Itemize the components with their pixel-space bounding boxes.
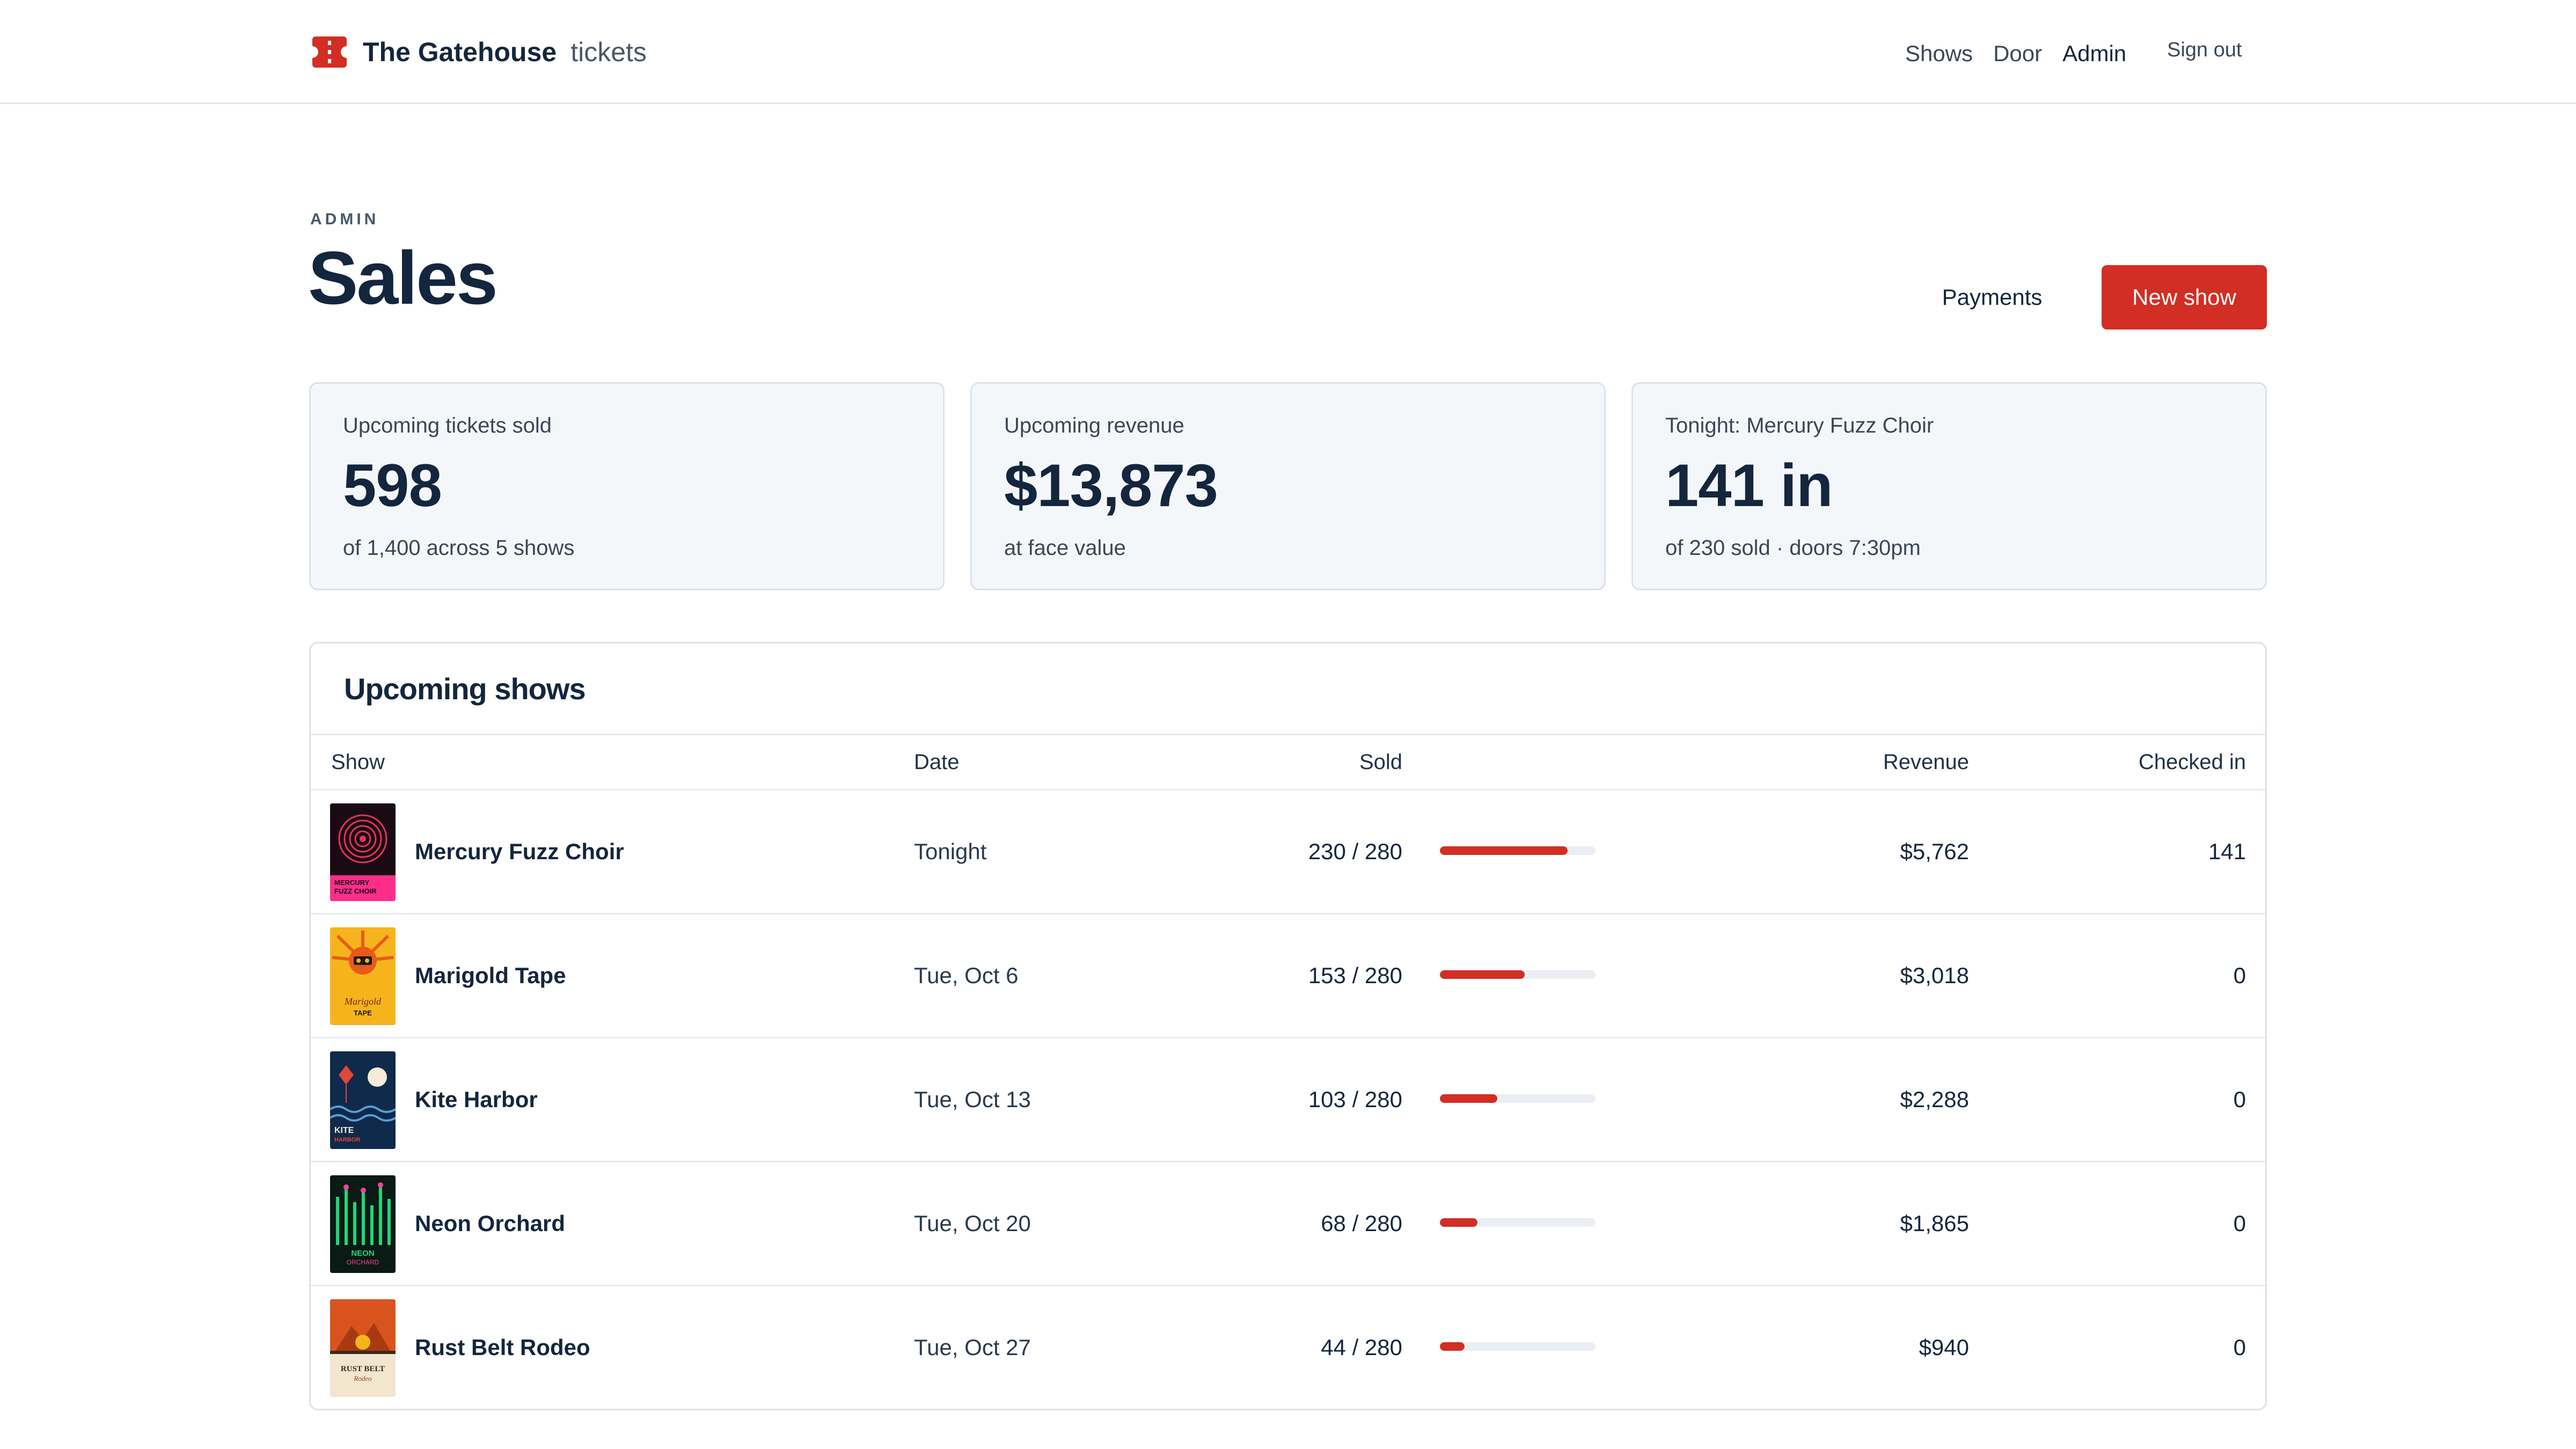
stat-sub: of 230 sold · doors 7:30pm <box>1665 536 1921 560</box>
show-date: Tue, Oct 27 <box>914 1335 1031 1360</box>
show-date: Tue, Oct 20 <box>914 1211 1031 1236</box>
sold-progress-fill <box>1440 1094 1497 1103</box>
checked-in-value: 0 <box>2233 963 2246 988</box>
sign-out-button[interactable]: Sign out <box>2167 39 2242 61</box>
sold-count: 153 / 280 <box>1308 963 1402 988</box>
table-header: Show Date Sold Revenue Checked in <box>311 734 2265 791</box>
show-poster-image: MERCURY FUZZ CHOIR <box>330 803 396 901</box>
upcoming-shows-panel: Upcoming shows Show Date Sold Revenue Ch… <box>309 642 2267 1410</box>
show-poster-image: NEON ORCHARD <box>330 1175 396 1273</box>
stat-card-tickets-sold: Upcoming tickets sold 598 of 1,400 acros… <box>309 382 945 590</box>
sold-progress-bar <box>1440 970 1596 979</box>
sold-progress-bar <box>1440 1094 1596 1103</box>
page-title: Sales <box>308 236 498 320</box>
sold-count: 103 / 280 <box>1308 1087 1402 1112</box>
table-row[interactable]: Marigold TAPE Marigold Tape Tue, Oct 6 1… <box>311 914 2265 1038</box>
poster-text-top: NEON <box>351 1249 374 1258</box>
show-date: Tue, Oct 6 <box>914 963 1019 988</box>
show-name[interactable]: Mercury Fuzz Choir <box>415 839 624 864</box>
sold-count: 68 / 280 <box>1321 1211 1402 1236</box>
show-name[interactable]: Marigold Tape <box>415 963 566 988</box>
checked-in-value: 0 <box>2233 1087 2246 1112</box>
sold-count: 44 / 280 <box>1321 1335 1402 1360</box>
sold-progress-fill <box>1440 1342 1465 1351</box>
brand-name: The Gatehouse <box>363 37 557 67</box>
panel-title: Upcoming shows <box>344 672 586 706</box>
nav-door[interactable]: Door <box>1993 41 2043 66</box>
show-date: Tonight <box>914 839 987 864</box>
column-header-sold: Sold <box>1359 750 1402 774</box>
stat-card-tonight: Tonight: Mercury Fuzz Choir 141 in of 23… <box>1631 382 2267 590</box>
new-show-button[interactable]: New show <box>2102 265 2267 330</box>
payments-button[interactable]: Payments <box>1942 284 2043 310</box>
poster-text-bottom: HARBOR <box>334 1137 360 1143</box>
stat-value: 141 in <box>1665 452 1833 519</box>
poster-text-top: RUST BELT <box>341 1365 385 1373</box>
sold-progress-fill <box>1440 1218 1478 1227</box>
brand-sub: tickets <box>570 37 647 67</box>
show-poster-image: RUST BELT Rodeo <box>330 1299 396 1397</box>
show-name[interactable]: Rust Belt Rodeo <box>415 1335 590 1360</box>
sold-progress-bar <box>1440 846 1596 855</box>
table-row[interactable]: MERCURY FUZZ CHOIR Mercury Fuzz Choir To… <box>311 791 2265 914</box>
nav-admin[interactable]: Admin <box>2062 41 2127 66</box>
stat-value: 598 <box>343 452 442 519</box>
stat-value: $13,873 <box>1004 452 1218 519</box>
show-date: Tue, Oct 13 <box>914 1087 1031 1112</box>
show-name[interactable]: Kite Harbor <box>415 1087 538 1112</box>
poster-text-bottom: ORCHARD <box>347 1258 379 1266</box>
poster-text-top: KITE <box>334 1126 354 1135</box>
stat-sub: at face value <box>1004 536 1126 560</box>
stat-label: Tonight: Mercury Fuzz Choir <box>1665 414 1934 437</box>
table-row[interactable]: KITE HARBOR Kite Harbor Tue, Oct 13 103 … <box>311 1038 2265 1162</box>
column-header-show: Show <box>331 750 385 774</box>
stat-sub: of 1,400 across 5 shows <box>343 536 575 560</box>
poster-text-bottom: FUZZ CHOIR <box>334 887 377 895</box>
nav-shows[interactable]: Shows <box>1905 41 1973 66</box>
sold-count: 230 / 280 <box>1308 839 1402 864</box>
poster-text-bottom: TAPE <box>354 1009 372 1017</box>
checked-in-value: 141 <box>2208 839 2246 864</box>
show-name[interactable]: Neon Orchard <box>415 1211 566 1236</box>
revenue-value: $5,762 <box>1900 839 1969 864</box>
revenue-value: $1,865 <box>1900 1211 1969 1236</box>
page-eyebrow: ADMIN <box>310 210 379 228</box>
revenue-value: $2,288 <box>1900 1087 1969 1112</box>
stat-card-revenue: Upcoming revenue $13,873 at face value <box>970 382 1606 590</box>
column-header-checked-in: Checked in <box>2138 750 2246 774</box>
column-header-revenue: Revenue <box>1883 750 1969 774</box>
table-row[interactable]: RUST BELT Rodeo Rust Belt Rodeo Tue, Oct… <box>311 1286 2265 1409</box>
stat-label: Upcoming tickets sold <box>343 414 552 437</box>
table-row[interactable]: NEON ORCHARD Neon Orchard Tue, Oct 20 68… <box>311 1162 2265 1286</box>
main-nav: Shows Door Admin <box>1905 39 2147 69</box>
sold-progress-bar <box>1440 1218 1596 1227</box>
sold-progress-fill <box>1440 970 1525 979</box>
show-poster-image: Marigold TAPE <box>330 927 396 1025</box>
column-header-date: Date <box>914 750 960 774</box>
sold-progress-fill <box>1440 846 1568 855</box>
poster-text-top: Marigold <box>344 996 382 1007</box>
revenue-value: $940 <box>1919 1335 1969 1360</box>
show-poster-image: KITE HARBOR <box>330 1051 396 1149</box>
poster-text-top: MERCURY <box>334 879 370 887</box>
checked-in-value: 0 <box>2233 1211 2246 1236</box>
ticket-icon <box>312 36 347 68</box>
poster-text-bottom: Rodeo <box>353 1374 372 1382</box>
revenue-value: $3,018 <box>1900 963 1969 988</box>
sold-progress-bar <box>1440 1342 1596 1351</box>
brand[interactable]: The Gatehouse tickets <box>312 34 647 70</box>
checked-in-value: 0 <box>2233 1335 2246 1360</box>
top-bar: The Gatehouse tickets Shows Door Admin S… <box>0 0 2576 104</box>
stat-label: Upcoming revenue <box>1004 414 1184 437</box>
